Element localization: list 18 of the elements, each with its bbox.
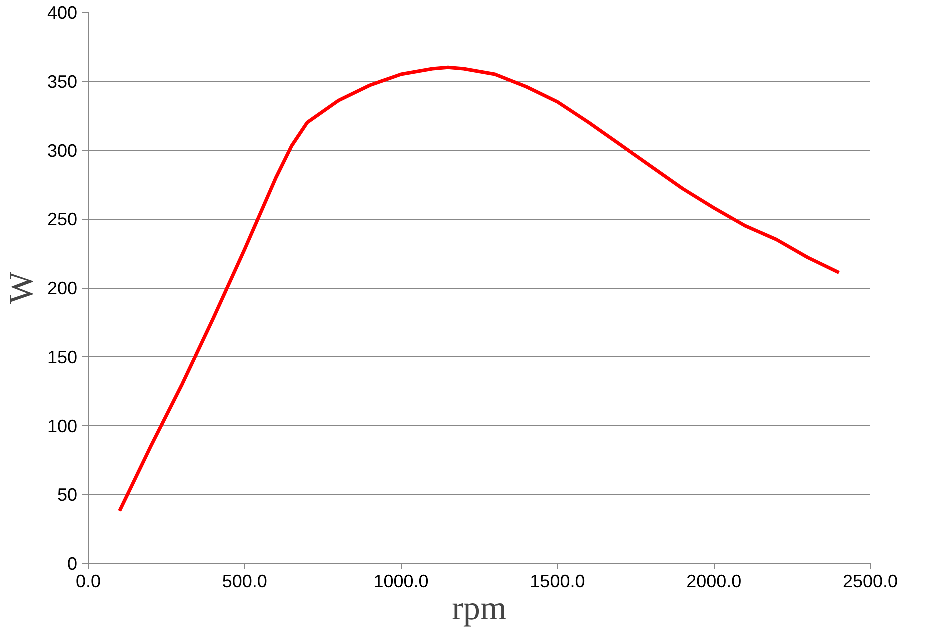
y-tick-label: 0 — [67, 554, 78, 574]
y-tick-label: 200 — [47, 278, 78, 298]
x-tick-label: 500.0 — [222, 572, 268, 592]
y-tick-label: 300 — [47, 140, 78, 161]
x-axis-title: rpm — [452, 590, 507, 628]
x-tick-label: 2000.0 — [686, 572, 742, 592]
y-tick-label: 50 — [57, 485, 78, 506]
x-tick-label: 1500.0 — [530, 572, 586, 592]
y-tick-label: 350 — [47, 72, 78, 92]
y-tick-label: 150 — [47, 347, 78, 368]
x-tick-label: 0.0 — [76, 572, 102, 592]
y-tick-label: 400 — [47, 3, 78, 23]
x-tick-label: 2500.0 — [842, 572, 898, 592]
line-series — [118, 66, 841, 513]
y-tick-label: 250 — [47, 210, 78, 230]
y-tick-label: 100 — [47, 416, 78, 436]
x-tick-label: 1000.0 — [374, 572, 429, 592]
y-axis-title: W — [3, 271, 40, 304]
